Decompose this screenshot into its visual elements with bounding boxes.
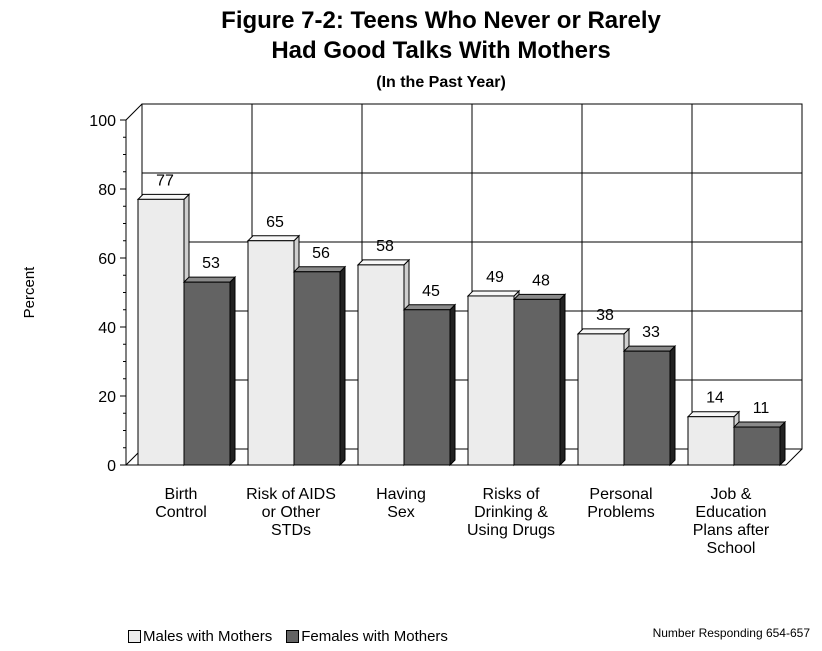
bar-females-1 bbox=[293, 271, 341, 466]
bar-males-0 bbox=[137, 198, 185, 466]
bar-males-1 bbox=[247, 240, 295, 466]
x-tick-label-2-0: Having bbox=[376, 486, 426, 503]
legend-item-males: Males with Mothers bbox=[128, 628, 272, 645]
bar-top-females-0 bbox=[182, 276, 237, 283]
y-tick-label-20: 20 bbox=[98, 389, 116, 406]
x-tick-label-3-2: Using Drugs bbox=[467, 522, 555, 539]
data-label-males-4: 38 bbox=[596, 307, 614, 324]
x-tick-label-0-1: Control bbox=[155, 504, 207, 521]
x-tick-label-4-1: Problems bbox=[587, 504, 655, 521]
x-tick-label-2-1: Sex bbox=[387, 504, 415, 521]
x-tick-label-4-0: Personal bbox=[589, 486, 652, 503]
data-label-males-2: 58 bbox=[376, 238, 394, 255]
y-tick-label-0: 0 bbox=[107, 458, 116, 475]
x-tick-label-5-0: Job & bbox=[711, 486, 752, 503]
y-tick-label-40: 40 bbox=[98, 320, 116, 337]
chart-title-line2: Had Good Talks With Mothers bbox=[271, 37, 611, 64]
bar-females-2 bbox=[403, 309, 451, 466]
legend-swatch-males bbox=[128, 630, 141, 643]
bar-top-males-3 bbox=[466, 290, 521, 297]
bar-top-males-2 bbox=[356, 259, 411, 266]
data-label-females-2: 45 bbox=[422, 283, 440, 300]
bar-top-females-1 bbox=[292, 266, 347, 273]
sample-size-note: Number Responding 654-657 bbox=[652, 626, 810, 640]
bar-top-females-4 bbox=[622, 345, 677, 352]
data-label-females-0: 53 bbox=[202, 255, 220, 272]
bar-males-5 bbox=[687, 416, 735, 466]
bar-side-females-3 bbox=[559, 293, 566, 467]
bar-males-3 bbox=[467, 295, 515, 466]
chart-title-line1: Figure 7-2: Teens Who Never or Rarely bbox=[221, 7, 661, 34]
bar-top-males-1 bbox=[246, 235, 301, 242]
bar-males-4 bbox=[577, 333, 625, 466]
data-label-females-1: 56 bbox=[312, 245, 330, 262]
bar-top-males-4 bbox=[576, 328, 631, 335]
x-tick-label-0-0: Birth bbox=[165, 486, 198, 503]
legend-label-males: Males with Mothers bbox=[143, 628, 273, 645]
bar-side-females-0 bbox=[229, 275, 236, 467]
side-wall-top bbox=[125, 103, 143, 121]
bar-males-2 bbox=[357, 264, 405, 466]
data-label-males-5: 14 bbox=[706, 390, 724, 407]
x-tick-label-5-1: Education bbox=[695, 504, 766, 521]
data-label-females-4: 33 bbox=[642, 324, 660, 341]
bar-side-females-1 bbox=[339, 265, 346, 467]
y-tick-label-60: 60 bbox=[98, 251, 116, 268]
bar-females-3 bbox=[513, 298, 561, 466]
bar-side-females-5 bbox=[779, 420, 786, 467]
bar-top-females-2 bbox=[402, 304, 457, 311]
x-tick-label-1-2: STDs bbox=[271, 522, 311, 539]
bar-top-females-5 bbox=[732, 421, 787, 428]
y-tick-label-100: 100 bbox=[89, 113, 116, 130]
legend-label-females: Females with Mothers bbox=[301, 628, 448, 645]
x-tick-label-1-0: Risk of AIDS bbox=[246, 486, 336, 503]
data-label-males-1: 65 bbox=[266, 214, 284, 231]
x-tick-label-5-3: School bbox=[707, 540, 756, 557]
bar-side-females-4 bbox=[669, 344, 676, 467]
legend-swatch-females bbox=[286, 630, 300, 643]
y-axis-label: Percent bbox=[21, 266, 38, 319]
bar-top-females-3 bbox=[512, 293, 567, 300]
x-tick-label-1-1: or Other bbox=[262, 504, 321, 521]
bar-top-males-5 bbox=[686, 411, 741, 418]
bar-females-5 bbox=[733, 426, 781, 466]
x-tick-label-5-2: Plans after bbox=[693, 522, 770, 539]
data-label-females-3: 48 bbox=[532, 272, 550, 289]
bar-top-males-0 bbox=[136, 193, 191, 200]
chart-subtitle: (In the Past Year) bbox=[376, 74, 506, 91]
data-label-females-5: 11 bbox=[753, 400, 770, 417]
bar-females-0 bbox=[183, 281, 231, 466]
chart-legend: Males with Mothers Females with Mothers bbox=[128, 628, 448, 645]
floor-right-edge bbox=[785, 448, 803, 466]
bar-females-4 bbox=[623, 350, 671, 466]
x-tick-label-3-0: Risks of bbox=[483, 486, 540, 503]
data-label-males-0: 77 bbox=[156, 172, 174, 189]
legend-item-females: Females with Mothers bbox=[286, 628, 448, 645]
data-label-males-3: 49 bbox=[486, 269, 504, 286]
y-tick-label-80: 80 bbox=[98, 182, 116, 199]
x-tick-label-3-1: Drinking & bbox=[474, 504, 548, 521]
bar-side-females-2 bbox=[449, 303, 456, 467]
